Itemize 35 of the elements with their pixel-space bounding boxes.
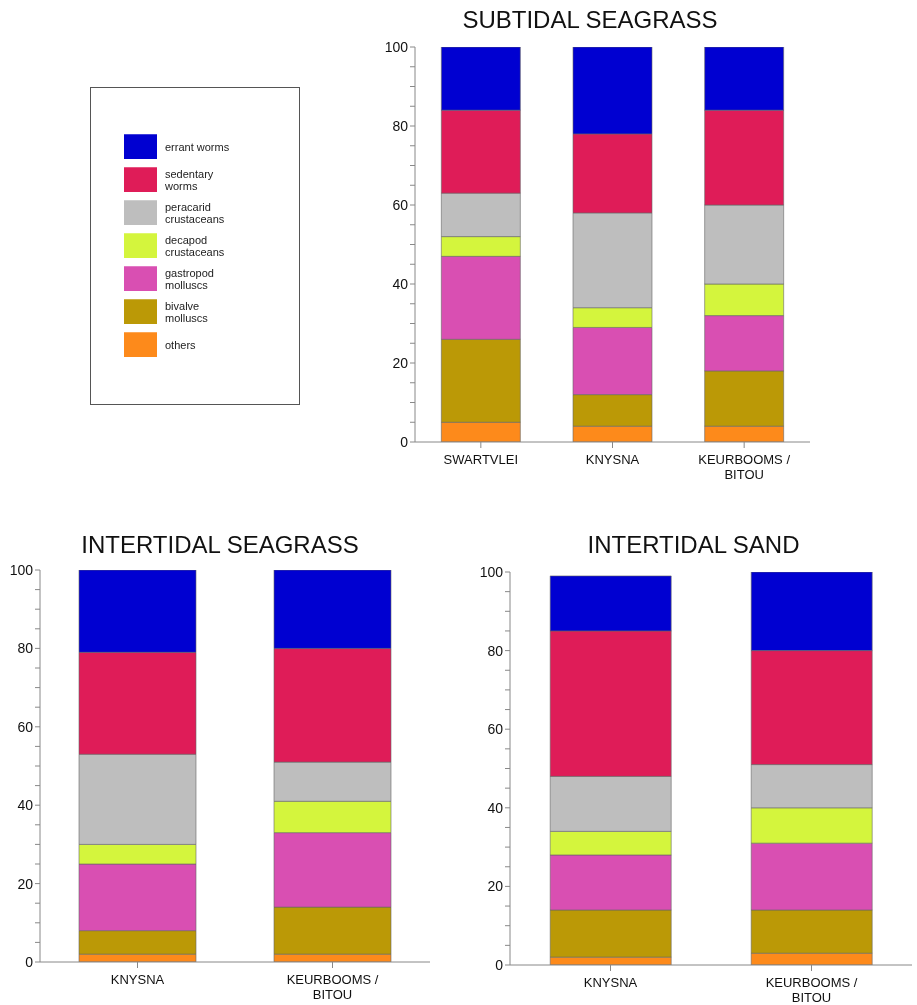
x-tick-label: KNYSNA — [583, 975, 638, 990]
y-tick-label: 100 — [479, 563, 504, 580]
x-tick-label: KEURBOOMS / BITOU — [698, 452, 791, 482]
y-tick-label: 40 — [17, 797, 34, 814]
legend-label: others — [165, 338, 197, 351]
legend-label: gastropod molluscs — [165, 266, 215, 291]
x-tick-label: KEURBOOMS / BITOU — [765, 975, 858, 1005]
x-tick-label: KEURBOOMS / BITOU — [286, 972, 379, 1002]
y-tick-label: 60 — [392, 196, 409, 213]
y-tick-label: 80 — [17, 640, 34, 657]
y-tick-label: 100 — [9, 561, 34, 578]
y-tick-label: 0 — [495, 956, 504, 973]
x-tick-label: KNYSNA — [110, 972, 165, 987]
y-tick-label: 0 — [400, 433, 409, 450]
y-tick-label: 40 — [392, 275, 409, 292]
legend-label: peracarid crustaceans — [165, 200, 226, 225]
y-tick-label: 80 — [392, 117, 409, 134]
chart-title: SUBTIDAL SEAGRASS — [461, 5, 719, 35]
legend-label: sedentary worms — [165, 167, 215, 192]
y-tick-label: 40 — [487, 799, 504, 816]
y-tick-label: 20 — [487, 878, 504, 895]
legend-label: bivalve molluscs — [165, 299, 209, 324]
y-tick-label: 60 — [487, 721, 504, 738]
legend-label: errant worms — [165, 140, 231, 153]
legend-label: decapod crustaceans — [165, 233, 226, 258]
y-tick-label: 60 — [17, 718, 34, 735]
x-tick-label: KNYSNA — [585, 452, 640, 467]
x-tick-label: SWARTVLEI — [443, 452, 519, 467]
y-tick-label: 0 — [25, 953, 34, 970]
chart-title: INTERTIDAL SEAGRASS — [81, 531, 359, 558]
y-tick-label: 80 — [487, 642, 504, 659]
chart-title: INTERTIDAL SAND — [586, 530, 801, 560]
y-tick-label: 100 — [384, 38, 409, 55]
y-tick-label: 20 — [392, 354, 409, 371]
y-tick-label: 20 — [17, 875, 34, 892]
